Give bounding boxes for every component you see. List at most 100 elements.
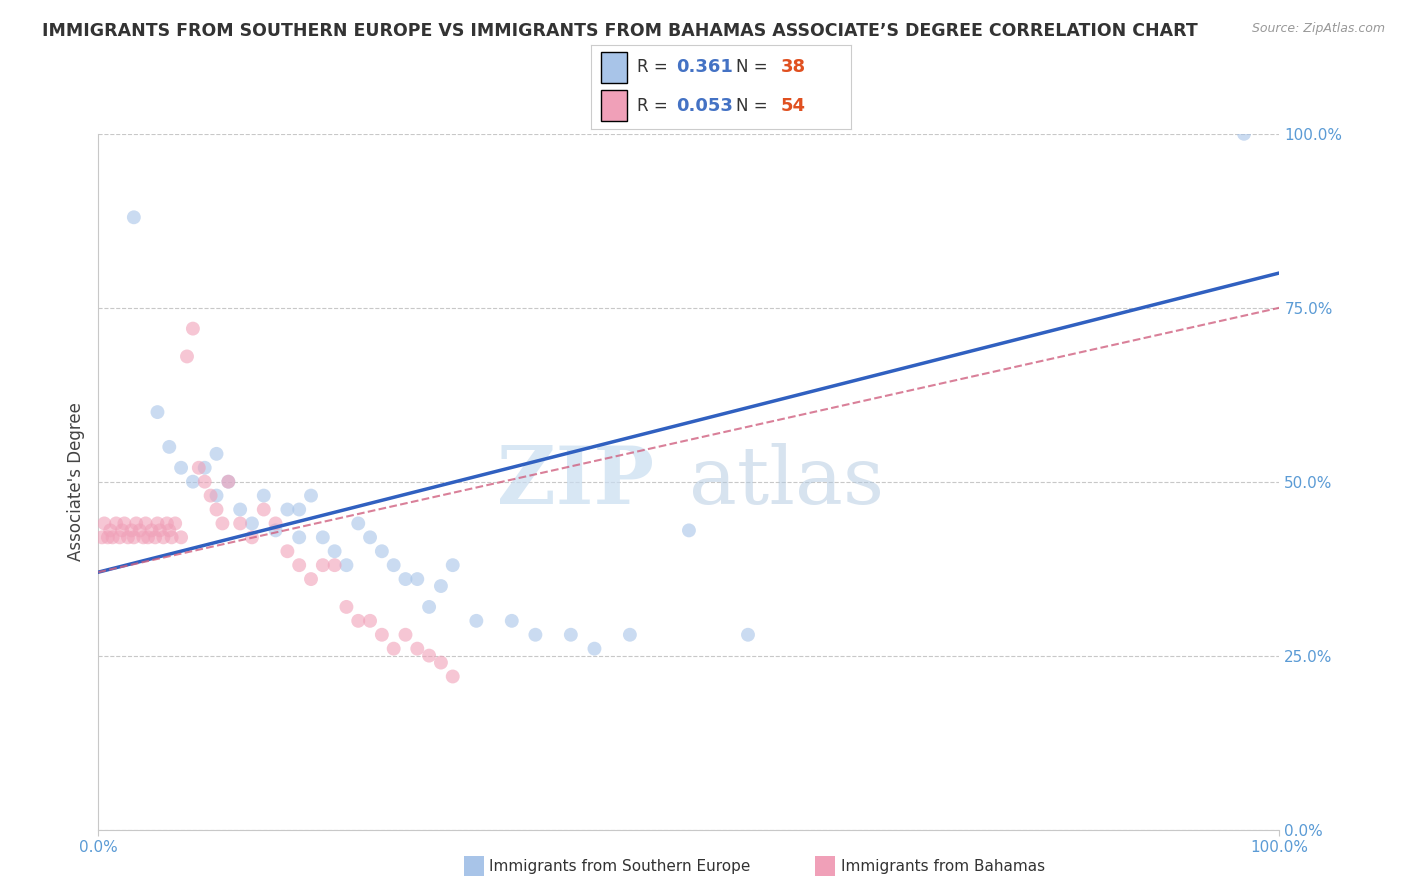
Point [347,516,370,531]
Point [1233,127,1256,141]
Point [165,516,187,531]
Point [187,460,209,475]
Point [276,544,298,558]
Point [418,599,440,614]
Text: Source: ZipAtlas.com: Source: ZipAtlas.com [1251,22,1385,36]
Point [335,558,357,573]
Point [135,516,157,531]
Text: Immigrants from Southern Europe: Immigrants from Southern Europe [489,859,751,873]
Point [583,641,606,656]
Point [371,544,394,558]
Point [240,530,263,544]
Point [430,656,453,670]
Point [465,614,488,628]
Point [122,211,145,225]
Point [217,475,239,489]
FancyBboxPatch shape [600,53,627,83]
Text: N =: N = [737,59,773,77]
Point [117,530,139,544]
Text: R =: R = [637,59,673,77]
Point [194,475,217,489]
Point [156,516,179,531]
Point [418,648,440,663]
Point [323,558,346,573]
Point [253,489,276,503]
Text: Immigrants from Bahamas: Immigrants from Bahamas [841,859,1045,873]
Point [97,530,120,544]
Point [430,579,453,593]
Text: IMMIGRANTS FROM SOUTHERN EUROPE VS IMMIGRANTS FROM BAHAMAS ASSOCIATE’S DEGREE CO: IMMIGRANTS FROM SOUTHERN EUROPE VS IMMIG… [42,22,1198,40]
Text: 54: 54 [780,96,806,114]
Point [200,489,222,503]
Point [678,524,700,538]
Point [149,524,172,538]
Point [111,524,134,538]
Y-axis label: Associate's Degree: Associate's Degree [66,402,84,561]
Point [359,614,381,628]
Point [143,530,166,544]
Point [323,544,346,558]
Point [217,475,239,489]
Point [264,524,287,538]
Text: 38: 38 [780,59,806,77]
Point [121,524,143,538]
Point [211,516,233,531]
Point [382,641,405,656]
Point [170,460,193,475]
Point [101,530,124,544]
Point [93,516,115,531]
Point [229,502,252,516]
Point [312,530,335,544]
Point [359,530,381,544]
Point [619,628,641,642]
Point [312,558,335,573]
Point [240,516,263,531]
Point [406,572,429,586]
Text: 0.361: 0.361 [676,59,734,77]
Point [299,572,322,586]
Point [176,350,198,364]
Point [524,628,547,642]
Point [152,530,174,544]
Point [253,502,276,516]
Point [394,572,416,586]
Point [108,530,131,544]
FancyBboxPatch shape [600,90,627,120]
Point [299,489,322,503]
Point [560,628,582,642]
Point [347,614,370,628]
Point [194,460,217,475]
Point [157,440,180,454]
Point [205,502,228,516]
Point [382,558,405,573]
Point [181,321,204,335]
Point [501,614,523,628]
Text: 0.053: 0.053 [676,96,734,114]
Point [146,516,169,531]
Point [132,530,155,544]
Point [371,628,394,642]
Point [181,475,204,489]
Point [205,489,228,503]
Text: R =: R = [637,96,673,114]
Point [122,530,145,544]
Text: ZIP: ZIP [496,442,654,521]
Point [98,524,121,538]
Point [136,530,159,544]
Point [406,641,429,656]
Point [441,558,464,573]
Point [288,530,311,544]
Point [105,516,128,531]
Point [128,524,150,538]
Point [157,524,180,538]
Point [441,669,464,683]
Point [146,405,169,419]
Point [264,516,287,531]
Point [288,558,311,573]
Point [335,599,357,614]
Point [112,516,135,531]
Text: atlas: atlas [689,442,884,521]
Text: N =: N = [737,96,773,114]
Point [141,524,163,538]
Point [125,516,148,531]
